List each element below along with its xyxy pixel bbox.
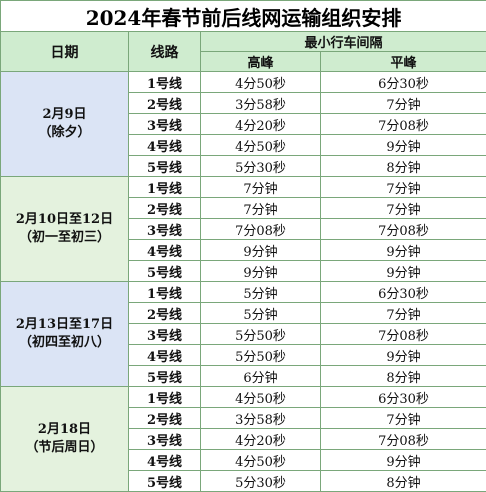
peak-interval-cell: 3分58秒 xyxy=(201,93,321,114)
offpeak-interval-cell: 7分08秒 xyxy=(321,429,486,450)
peak-interval-cell: 7分08秒 xyxy=(201,219,321,240)
offpeak-interval-cell: 9分钟 xyxy=(321,135,486,156)
title-row: 2024年春节前后线网运输组织安排 xyxy=(1,1,486,32)
line-cell: 1号线 xyxy=(129,72,201,93)
offpeak-interval-cell: 7分08秒 xyxy=(321,114,486,135)
offpeak-interval-cell: 7分钟 xyxy=(321,408,486,429)
date-cell: 2月10日至12日（初一至初三） xyxy=(1,177,129,282)
header-line: 线路 xyxy=(129,32,201,72)
line-cell: 4号线 xyxy=(129,240,201,261)
date-cell: 2月13日至17日（初四至初八） xyxy=(1,282,129,387)
header-date: 日期 xyxy=(1,32,129,72)
line-cell: 4号线 xyxy=(129,450,201,471)
offpeak-interval-cell: 9分钟 xyxy=(321,240,486,261)
offpeak-interval-cell: 9分钟 xyxy=(321,261,486,282)
peak-interval-cell: 4分20秒 xyxy=(201,114,321,135)
line-cell: 1号线 xyxy=(129,177,201,198)
peak-interval-cell: 4分20秒 xyxy=(201,429,321,450)
peak-interval-cell: 5分钟 xyxy=(201,282,321,303)
peak-interval-cell: 5分50秒 xyxy=(201,324,321,345)
offpeak-interval-cell: 7分08秒 xyxy=(321,219,486,240)
peak-interval-cell: 5分钟 xyxy=(201,303,321,324)
line-cell: 2号线 xyxy=(129,408,201,429)
date-sublabel: （节后周日） xyxy=(1,439,128,457)
table-title: 2024年春节前后线网运输组织安排 xyxy=(1,1,486,32)
header-peak: 高峰 xyxy=(201,52,321,72)
line-cell: 2号线 xyxy=(129,93,201,114)
offpeak-interval-cell: 8分钟 xyxy=(321,471,486,492)
line-cell: 1号线 xyxy=(129,282,201,303)
date-cell: 2月9日（除夕） xyxy=(1,72,129,177)
line-cell: 3号线 xyxy=(129,429,201,450)
offpeak-interval-cell: 7分钟 xyxy=(321,93,486,114)
line-cell: 5号线 xyxy=(129,471,201,492)
peak-interval-cell: 4分50秒 xyxy=(201,72,321,93)
header-row: 日期 线路 最小行车间隔 xyxy=(1,32,486,52)
line-cell: 2号线 xyxy=(129,198,201,219)
line-cell: 2号线 xyxy=(129,303,201,324)
offpeak-interval-cell: 6分30秒 xyxy=(321,387,486,408)
peak-interval-cell: 9分钟 xyxy=(201,261,321,282)
date-label: 2月18日 xyxy=(1,421,128,439)
peak-interval-cell: 6分钟 xyxy=(201,366,321,387)
line-cell: 3号线 xyxy=(129,114,201,135)
peak-interval-cell: 4分50秒 xyxy=(201,135,321,156)
date-label: 2月13日至17日 xyxy=(1,316,128,334)
date-sublabel: （初四至初八） xyxy=(1,334,128,352)
peak-interval-cell: 5分50秒 xyxy=(201,345,321,366)
line-cell: 3号线 xyxy=(129,324,201,345)
offpeak-interval-cell: 8分钟 xyxy=(321,366,486,387)
offpeak-interval-cell: 9分钟 xyxy=(321,450,486,471)
offpeak-interval-cell: 6分30秒 xyxy=(321,72,486,93)
line-cell: 4号线 xyxy=(129,345,201,366)
offpeak-interval-cell: 8分钟 xyxy=(321,156,486,177)
peak-interval-cell: 9分钟 xyxy=(201,240,321,261)
header-offpeak: 平峰 xyxy=(321,52,486,72)
line-cell: 5号线 xyxy=(129,261,201,282)
peak-interval-cell: 5分30秒 xyxy=(201,156,321,177)
line-cell: 5号线 xyxy=(129,156,201,177)
peak-interval-cell: 5分30秒 xyxy=(201,471,321,492)
date-label: 2月10日至12日 xyxy=(1,211,128,229)
line-cell: 5号线 xyxy=(129,366,201,387)
peak-interval-cell: 7分钟 xyxy=(201,177,321,198)
line-cell: 1号线 xyxy=(129,387,201,408)
peak-interval-cell: 4分50秒 xyxy=(201,450,321,471)
offpeak-interval-cell: 9分钟 xyxy=(321,345,486,366)
date-sublabel: （除夕） xyxy=(1,124,128,142)
date-label: 2月9日 xyxy=(1,106,128,124)
peak-interval-cell: 3分58秒 xyxy=(201,408,321,429)
peak-interval-cell: 7分钟 xyxy=(201,198,321,219)
offpeak-interval-cell: 7分钟 xyxy=(321,303,486,324)
offpeak-interval-cell: 7分钟 xyxy=(321,177,486,198)
peak-interval-cell: 4分50秒 xyxy=(201,387,321,408)
line-cell: 4号线 xyxy=(129,135,201,156)
offpeak-interval-cell: 6分30秒 xyxy=(321,282,486,303)
offpeak-interval-cell: 7分08秒 xyxy=(321,324,486,345)
offpeak-interval-cell: 7分钟 xyxy=(321,198,486,219)
line-cell: 3号线 xyxy=(129,219,201,240)
date-sublabel: （初一至初三） xyxy=(1,229,128,247)
header-interval: 最小行车间隔 xyxy=(201,32,486,52)
date-cell: 2月18日（节后周日） xyxy=(1,387,129,492)
